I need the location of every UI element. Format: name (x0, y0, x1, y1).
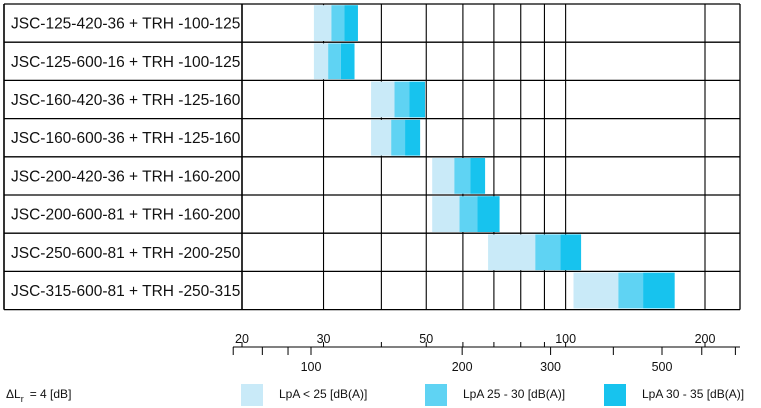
bar-segment (560, 234, 582, 271)
bar-segment (618, 272, 644, 309)
delta-l-note: ΔLr = 4 [dB] (6, 387, 71, 404)
bar-segment (488, 234, 536, 271)
bar-segment (331, 5, 345, 41)
bottom-axis: 100 200 300 500 (232, 347, 736, 374)
bar-segment (371, 119, 392, 156)
bar-segment (328, 43, 341, 80)
bar-segment (535, 234, 561, 271)
bottom-tick-label: 100 (301, 360, 322, 374)
bars (313, 5, 675, 309)
bottom-tick-label: 500 (652, 360, 673, 374)
row-label: JSC-315-600-81 + TRH -250-315 (11, 283, 240, 300)
legend-label: LpA 30 - 35 [dB(A)] (642, 387, 744, 401)
legend-swatch (241, 384, 263, 406)
bar-segment (313, 43, 329, 80)
bar-segment (405, 119, 421, 156)
bar-segment (371, 81, 395, 118)
legend-swatch (604, 384, 626, 406)
row-labels: JSC-125-420-36 + TRH -100-125 JSC-125-600… (11, 16, 241, 300)
bar-segment (432, 196, 460, 232)
legend-swatch (425, 384, 447, 406)
bar-segment (313, 5, 332, 41)
top-tick-label: 200 (695, 332, 716, 346)
top-tick-label: 100 (555, 332, 576, 346)
row-label: JSC-200-600-81 + TRH -160-200 (11, 207, 241, 224)
row-label: JSC-160-600-36 + TRH -125-160 (11, 130, 241, 147)
legend-label: LpA 25 - 30 [dB(A)] (463, 387, 565, 401)
bar-segment (394, 81, 410, 118)
bar-segment (459, 196, 478, 232)
row-label: JSC-200-420-36 + TRH -160-200 (11, 168, 241, 185)
bar-segment (573, 272, 619, 309)
bottom-tick-label: 200 (452, 360, 473, 374)
table-frame (3, 3, 741, 311)
bar-segment (470, 158, 486, 194)
bar-segment (344, 5, 358, 41)
legend: ΔLr = 4 [dB] LpA < 25 [dB(A)] LpA 25 - 30 … (6, 384, 744, 406)
row-label: JSC-125-420-36 + TRH -100-125 (11, 16, 240, 33)
legend-label: LpA < 25 [dB(A)] (279, 387, 367, 401)
bar-segment (391, 119, 406, 156)
row-label: JSC-160-420-36 + TRH -125-160 (11, 92, 241, 109)
bottom-tick-label: 300 (540, 360, 561, 374)
bar-segment (432, 158, 455, 194)
row-label: JSC-125-600-16 + TRH -100-125 (11, 54, 240, 71)
bar-segment (643, 272, 675, 309)
top-tick-label: 20 (235, 332, 249, 346)
bar-segment (409, 81, 426, 118)
bar-segment (477, 196, 500, 232)
top-tick-label: 50 (419, 332, 433, 346)
bar-segment (454, 158, 471, 194)
bar-segment (340, 43, 355, 80)
top-axis: 20 30 50 100 200 (233, 332, 740, 348)
row-label: JSC-250-600-81 + TRH -200-250 (11, 245, 241, 262)
top-tick-label: 30 (317, 332, 331, 346)
